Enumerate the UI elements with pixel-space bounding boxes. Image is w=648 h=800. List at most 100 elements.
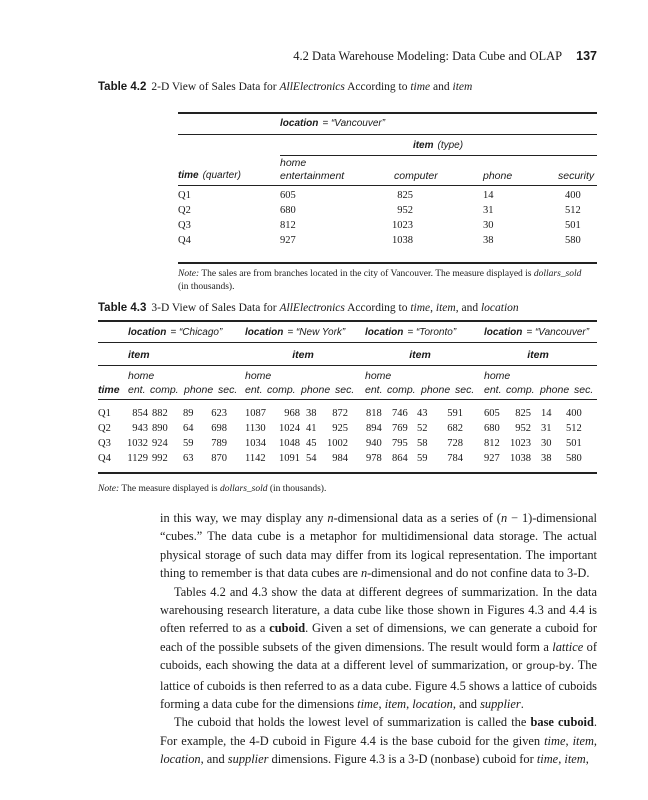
table-cell: 992 <box>152 453 168 464</box>
table-cell: 1023 <box>510 438 531 449</box>
caption-text: and <box>430 81 453 93</box>
time-header-value: (quarter) <box>202 170 241 181</box>
table-cell: 1142 <box>245 453 266 464</box>
text-run: of cuboids, each showing the data at a d… <box>160 639 597 673</box>
table-cell: 789 <box>211 438 227 449</box>
table-cell: 1002 <box>327 438 348 449</box>
table-rule <box>98 320 597 322</box>
caption-text: AllElectronics <box>279 302 345 314</box>
table-cell: 952 <box>515 423 531 434</box>
table-cell: 43 <box>417 408 428 419</box>
table-cell: Q4 <box>178 235 191 246</box>
table-cell: 501 <box>566 438 582 449</box>
text-run: time <box>357 697 379 712</box>
table-cell: 1087 <box>245 408 266 419</box>
note-label: Note: <box>98 484 120 494</box>
location-header-key: location <box>365 327 404 338</box>
table-cell: 512 <box>565 205 581 216</box>
text-run: location <box>160 752 201 767</box>
location-header: location = “Toronto” <box>365 327 456 339</box>
table-rule <box>98 472 597 474</box>
table-cell: Q3 <box>98 438 111 449</box>
note-text: The sales are from branches located in t… <box>199 269 534 279</box>
text-run: dimensions. Figure 4.3 is a 3-D (nonbase… <box>268 752 537 767</box>
table-cell: 58 <box>417 438 428 449</box>
item-header: item (type) <box>413 140 463 152</box>
table-cell: 38 <box>483 235 494 246</box>
text-run: , <box>585 752 589 767</box>
text-run: The cuboid that holds the lowest level o… <box>174 715 531 730</box>
table-cell: sec. <box>218 384 238 396</box>
text-run: location <box>412 697 453 712</box>
time-header: time (quarter) <box>178 170 241 182</box>
table-cell: 512 <box>566 423 582 434</box>
table-rule <box>280 155 597 156</box>
table-cell: 63 <box>183 453 194 464</box>
table-cell: 89 <box>183 408 194 419</box>
table-cell: 38 <box>541 453 552 464</box>
location-header: location = “Vancouver” <box>484 327 589 339</box>
table-cell: 1130 <box>245 423 266 434</box>
page-number: 137 <box>576 49 597 63</box>
table-cell: 580 <box>566 453 582 464</box>
table-cell: 1034 <box>245 438 266 449</box>
note-label: Note: <box>178 269 200 279</box>
table-cell: 925 <box>332 423 348 434</box>
table-rule <box>178 185 597 186</box>
table-cell: 784 <box>447 453 463 464</box>
table-cell: 927 <box>484 453 500 464</box>
table-rule <box>178 112 597 114</box>
table-cell: 30 <box>541 438 552 449</box>
table-cell: 680 <box>484 423 500 434</box>
location-header-value: = “Vancouver” <box>526 327 590 338</box>
table-cell: 746 <box>392 408 408 419</box>
location-header-value: = “Vancouver” <box>322 118 386 129</box>
table-cell: home <box>128 370 155 382</box>
text-run: group-by <box>526 661 572 673</box>
table-cell: 14 <box>483 190 494 201</box>
table-cell: ent. <box>245 384 263 396</box>
table-cell: 31 <box>483 205 494 216</box>
table-cell: home <box>365 370 392 382</box>
text-run: -dimensional data as a series of ( <box>333 511 501 525</box>
text-run: , <box>406 697 413 712</box>
location-header-value: = “Chicago” <box>170 327 223 338</box>
table-rule <box>178 134 597 135</box>
table-cell: 45 <box>306 438 317 449</box>
table-cell: 818 <box>366 408 382 419</box>
text-run: time <box>536 752 559 767</box>
text-run: time <box>544 733 566 748</box>
table-cell: home <box>484 370 511 382</box>
table-cell: 1048 <box>279 438 300 449</box>
table-cell: 890 <box>152 423 168 434</box>
table-rule <box>178 262 597 264</box>
table-cell: 41 <box>306 423 317 434</box>
text-run: , <box>558 752 565 767</box>
table-cell: 795 <box>392 438 408 449</box>
table-cell: security <box>558 170 595 182</box>
body-text: in this way, we may display any n-dimens… <box>160 509 597 769</box>
table-cell: 38 <box>306 408 317 419</box>
table-cell: time <box>98 384 120 396</box>
table-cell: sec. <box>455 384 475 396</box>
table-cell: ent. <box>128 384 146 396</box>
table-cell: 400 <box>566 408 582 419</box>
table-4-3-caption: Table 4.3 3-D View of Sales Data for AllE… <box>98 302 519 314</box>
text-run: in this way, we may display any <box>160 511 328 525</box>
table-cell: 1129 <box>127 453 148 464</box>
location-header-value: = “New York” <box>287 327 346 338</box>
paragraph: Tables 4.2 and 4.3 show the data at diff… <box>160 583 597 714</box>
table-cell: comp. <box>267 384 296 396</box>
table-cell: Q2 <box>98 423 111 434</box>
text-run: item <box>572 733 594 748</box>
table-cell: 623 <box>211 408 227 419</box>
note-measure: dollars_sold <box>219 484 268 494</box>
item-header-key: item <box>412 140 434 151</box>
caption-text: According to <box>344 302 411 314</box>
caption-text: AllElectronics <box>279 81 345 93</box>
text-run: , <box>378 697 385 712</box>
table-cell: home <box>245 370 272 382</box>
text-run: , <box>593 733 598 748</box>
table-cell: 698 <box>211 423 227 434</box>
table-cell: 728 <box>447 438 463 449</box>
